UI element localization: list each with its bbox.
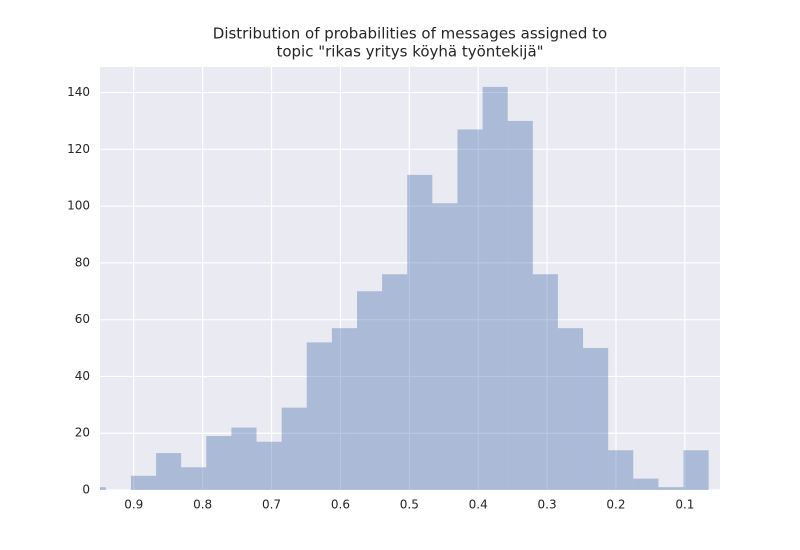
chart-title: Distribution of probabilities of message… (213, 25, 607, 43)
bar (206, 436, 232, 490)
bar (432, 203, 458, 490)
x-tick-label: 0.9 (124, 498, 143, 512)
bar (331, 328, 358, 490)
bars (100, 86, 709, 490)
x-tick-label: 0.3 (538, 498, 557, 512)
y-tick-label: 100 (67, 199, 90, 213)
plot-background (100, 67, 720, 490)
y-tick-label: 20 (75, 426, 90, 440)
x-tick-label: 0.7 (262, 498, 281, 512)
bar (482, 86, 508, 490)
x-tick-label: 0.2 (606, 498, 625, 512)
x-tick-label: 0.5 (400, 498, 419, 512)
bar (156, 453, 182, 490)
x-tick-label: 0.1 (675, 498, 694, 512)
grid (100, 67, 720, 491)
bar (658, 487, 684, 490)
x-tick-label: 0.6 (331, 498, 350, 512)
bar (608, 450, 634, 490)
y-tick-label: 80 (75, 255, 90, 269)
bar (231, 427, 257, 490)
x-tick-label: 0.8 (193, 498, 212, 512)
y-tick-label: 0 (82, 483, 90, 497)
x-tick-label: 0.4 (469, 498, 488, 512)
bar (382, 274, 408, 490)
y-tick-label: 120 (67, 142, 90, 156)
bar (633, 478, 659, 490)
bar (357, 291, 383, 490)
bar (281, 407, 307, 490)
y-tick-label: 60 (75, 312, 90, 326)
bar (256, 441, 282, 490)
y-tick-label: 40 (75, 369, 90, 383)
bar (507, 120, 533, 490)
tick-labels: 0 20 40 60 80 100 120 140 0.9 0.8 0.7 0.6 0.5 0.4 0.3 0… (67, 85, 694, 511)
chart-title: topic "rikas yritys köyhä työntekijä" (276, 43, 543, 61)
y-tick-label: 140 (67, 85, 90, 99)
bar (583, 348, 609, 490)
bar (306, 342, 332, 490)
bar (181, 467, 207, 490)
bar (557, 328, 584, 490)
bar (407, 174, 433, 490)
bar (100, 487, 106, 490)
bar (683, 450, 709, 490)
bar (532, 274, 558, 490)
bar (457, 129, 483, 490)
bar (130, 475, 157, 490)
